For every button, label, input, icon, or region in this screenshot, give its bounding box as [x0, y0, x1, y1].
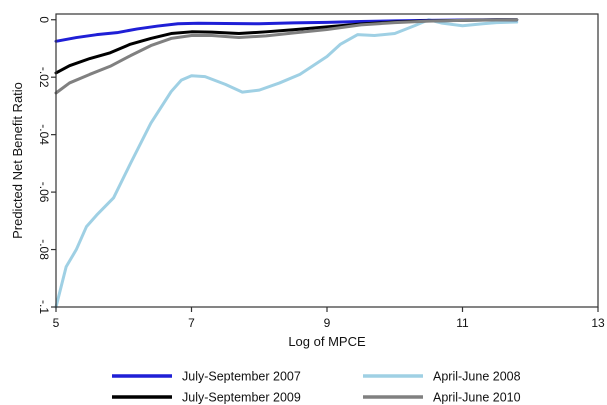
- legend-item: July-September 2009: [112, 391, 301, 405]
- legend-label: April-June 2010: [433, 391, 521, 405]
- y-axis-title: Predicted Net Benefit Ratio: [10, 82, 25, 239]
- legend-label: April-June 2008: [433, 370, 521, 384]
- y-tick-label: -.1: [37, 300, 51, 314]
- y-tick-label: -.02: [37, 67, 51, 88]
- x-tick-label: 13: [591, 316, 605, 330]
- y-tick-label: -.06: [37, 182, 51, 203]
- x-tick-label: 9: [324, 316, 331, 330]
- x-tick-label: 11: [456, 316, 469, 330]
- legend-label: July-September 2009: [182, 391, 301, 405]
- y-tick-label: -.08: [37, 239, 51, 260]
- x-axis-title: Log of MPCE: [288, 334, 366, 349]
- y-tick-label: -.04: [37, 124, 51, 145]
- x-tick-label: 7: [188, 316, 195, 330]
- legend-item: July-September 2007: [112, 370, 301, 384]
- legend-item: April-June 2010: [363, 391, 521, 405]
- legend: July-September 2007 April-June 2008 July-S…: [112, 370, 521, 405]
- legend-label: July-September 2007: [182, 370, 301, 384]
- axes-layer: 5 7 9 11 13 0 -.02 -.04 -.06 -.08 -.1: [37, 16, 605, 330]
- series-line-april-june-2010: [54, 18, 519, 95]
- legend-item: April-June 2008: [363, 370, 521, 384]
- y-tick-label: 0: [37, 16, 51, 23]
- series-layer: [54, 18, 519, 309]
- x-tick-label: 5: [53, 316, 60, 330]
